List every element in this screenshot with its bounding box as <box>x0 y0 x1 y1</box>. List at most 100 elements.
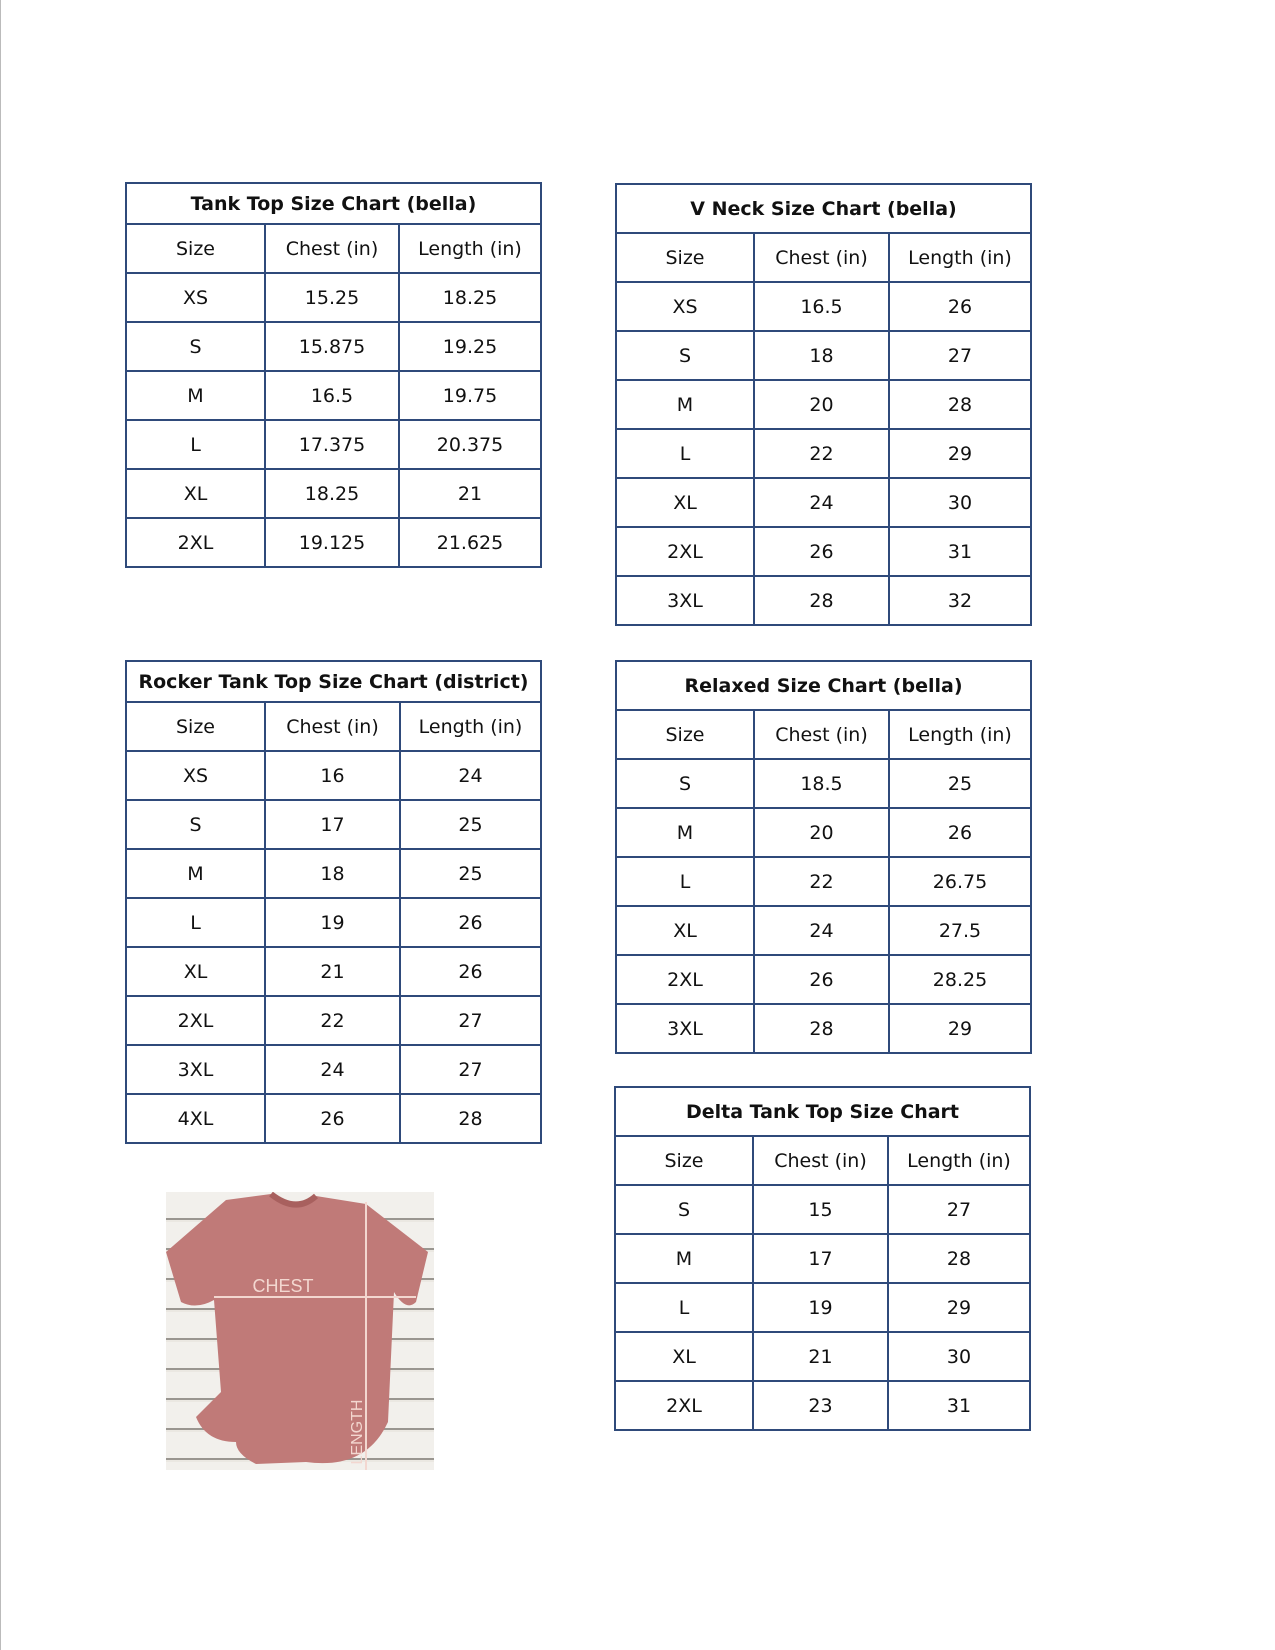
table-cell: 15.875 <box>264 321 400 372</box>
table-cell: 16 <box>264 750 401 801</box>
table-cell: 3XL <box>615 575 755 626</box>
table-cell: S <box>125 321 266 372</box>
header-row: Size Chest (in) Length (in) <box>614 1135 1031 1186</box>
table-cell: 3XL <box>125 1044 266 1095</box>
table-cell: 26 <box>753 954 890 1005</box>
table-cell: 19.75 <box>398 370 542 421</box>
table-cell: XS <box>125 750 266 801</box>
table-cell: XL <box>125 946 266 997</box>
column-header: Size <box>125 701 266 752</box>
table-cell: 28 <box>753 1003 890 1054</box>
table-row: S 17 25 <box>125 799 542 850</box>
header-row: Size Chest (in) Length (in) <box>125 223 542 274</box>
table-cell: 18.25 <box>398 272 542 323</box>
table-cell: M <box>615 379 755 430</box>
table-row: S 15 27 <box>614 1184 1031 1235</box>
table-row: 2XL 19.125 21.625 <box>125 517 542 568</box>
table-cell: 26 <box>888 281 1032 332</box>
table-row: 3XL 24 27 <box>125 1044 542 1095</box>
table-row: L 22 26.75 <box>615 856 1032 907</box>
table-cell: 19 <box>264 897 401 948</box>
header-row: Size Chest (in) Length (in) <box>615 709 1032 760</box>
chart-title: Rocker Tank Top Size Chart (district) <box>125 660 542 703</box>
table-cell: 22 <box>753 428 890 479</box>
table-cell: 28 <box>887 1233 1031 1284</box>
table-row: 2XL 26 28.25 <box>615 954 1032 1005</box>
column-header: Length (in) <box>887 1135 1031 1186</box>
table-cell: 22 <box>753 856 890 907</box>
table-cell: 26.75 <box>888 856 1032 907</box>
table-cell: 18.5 <box>753 758 890 809</box>
table-cell: S <box>614 1184 754 1235</box>
table-cell: 19.25 <box>398 321 542 372</box>
table-cell: 24 <box>264 1044 401 1095</box>
table-cell: L <box>125 419 266 470</box>
table-cell: 18.25 <box>264 468 400 519</box>
table-cell: 27 <box>399 995 542 1046</box>
table-cell: 2XL <box>125 995 266 1046</box>
table-cell: 21.625 <box>398 517 542 568</box>
table-cell: 28 <box>753 575 890 626</box>
table-row: L 17.375 20.375 <box>125 419 542 470</box>
table-cell: 18 <box>264 848 401 899</box>
table-row: 3XL 28 29 <box>615 1003 1032 1054</box>
table-cell: 23 <box>752 1380 889 1431</box>
table-row: S 18.5 25 <box>615 758 1032 809</box>
table-cell: 29 <box>888 428 1032 479</box>
table-row: S 18 27 <box>615 330 1032 381</box>
delta-tank-top-size-chart: Delta Tank Top Size Chart Size Chest (in) L… <box>614 1086 1031 1431</box>
table-cell: 25 <box>399 799 542 850</box>
table-cell: 21 <box>398 468 542 519</box>
header-row: Size Chest (in) Length (in) <box>615 232 1032 283</box>
column-header: Length (in) <box>888 709 1032 760</box>
table-cell: M <box>615 807 755 858</box>
table-cell: L <box>125 897 266 948</box>
table-row: XL 24 27.5 <box>615 905 1032 956</box>
table-cell: M <box>614 1233 754 1284</box>
column-header: Size <box>615 709 755 760</box>
table-row: XL 24 30 <box>615 477 1032 528</box>
table-cell: 29 <box>888 1003 1032 1054</box>
table-cell: 17 <box>264 799 401 850</box>
table-cell: 25 <box>399 848 542 899</box>
table-cell: S <box>615 330 755 381</box>
relaxed-size-chart: Relaxed Size Chart (bella) Size Chest (in)… <box>615 660 1032 1054</box>
table-cell: 15 <box>752 1184 889 1235</box>
column-header: Chest (in) <box>752 1135 889 1186</box>
table-cell: 28 <box>888 379 1032 430</box>
column-header: Size <box>614 1135 754 1186</box>
table-cell: 2XL <box>614 1380 754 1431</box>
table-row: S 15.875 19.25 <box>125 321 542 372</box>
table-cell: 19.125 <box>264 517 400 568</box>
chest-label: CHEST <box>252 1276 313 1296</box>
table-cell: 19 <box>752 1282 889 1333</box>
table-cell: S <box>615 758 755 809</box>
table-cell: 31 <box>887 1380 1031 1431</box>
column-header: Length (in) <box>888 232 1032 283</box>
table-cell: 16.5 <box>264 370 400 421</box>
table-cell: 17 <box>752 1233 889 1284</box>
chart-title: Tank Top Size Chart (bella) <box>125 182 542 225</box>
length-label: LENGTH <box>349 1400 366 1465</box>
table-cell: M <box>125 848 266 899</box>
table-cell: 17.375 <box>264 419 400 470</box>
table-cell: 15.25 <box>264 272 400 323</box>
table-cell: 20 <box>753 379 890 430</box>
table-cell: 25 <box>888 758 1032 809</box>
table-cell: 24 <box>753 477 890 528</box>
table-cell: 24 <box>399 750 542 801</box>
table-cell: S <box>125 799 266 850</box>
table-cell: 26 <box>888 807 1032 858</box>
table-cell: L <box>615 856 755 907</box>
table-cell: L <box>615 428 755 479</box>
table-cell: 24 <box>753 905 890 956</box>
table-row: L 19 29 <box>614 1282 1031 1333</box>
table-cell: 26 <box>264 1093 401 1144</box>
table-cell: 4XL <box>125 1093 266 1144</box>
table-cell: 29 <box>887 1282 1031 1333</box>
tank-top-size-chart: Tank Top Size Chart (bella) Size Chest (in… <box>125 182 542 568</box>
table-cell: XL <box>615 905 755 956</box>
table-row: XS 16.5 26 <box>615 281 1032 332</box>
table-cell: 28.25 <box>888 954 1032 1005</box>
tshirt-measurement-photo: CHEST LENGTH <box>166 1192 434 1470</box>
